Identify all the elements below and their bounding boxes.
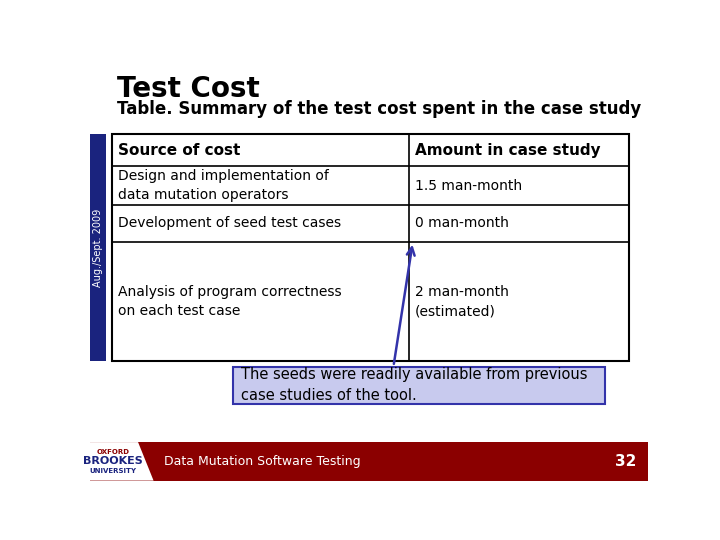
Bar xyxy=(90,442,648,481)
Text: Analysis of program correctness
on each test case: Analysis of program correctness on each … xyxy=(118,285,341,318)
Bar xyxy=(112,134,629,361)
Text: Amount in case study: Amount in case study xyxy=(415,143,600,158)
Text: Source of cost: Source of cost xyxy=(118,143,240,158)
Text: OXFORD: OXFORD xyxy=(96,449,130,455)
Bar xyxy=(90,134,106,361)
Text: Aug./Sept. 2009: Aug./Sept. 2009 xyxy=(93,208,103,287)
Polygon shape xyxy=(90,442,153,481)
Text: The seeds were readily available from previous
case studies of the tool.: The seeds were readily available from pr… xyxy=(241,367,588,403)
Text: Development of seed test cases: Development of seed test cases xyxy=(118,217,341,231)
Text: 0 man-month: 0 man-month xyxy=(415,217,509,231)
Text: 2 man-month
(estimated): 2 man-month (estimated) xyxy=(415,285,509,318)
Text: Table. Summary of the test cost spent in the case study: Table. Summary of the test cost spent in… xyxy=(117,100,642,118)
Text: Design and implementation of
data mutation operators: Design and implementation of data mutati… xyxy=(118,169,329,202)
FancyBboxPatch shape xyxy=(233,367,606,403)
Text: 1.5 man-month: 1.5 man-month xyxy=(415,179,522,193)
Text: UNIVERSITY: UNIVERSITY xyxy=(90,468,137,474)
Text: Test Cost: Test Cost xyxy=(117,75,260,103)
Text: 32: 32 xyxy=(615,454,636,469)
Text: Data Mutation Software Testing: Data Mutation Software Testing xyxy=(163,455,360,468)
Text: BROOKES: BROOKES xyxy=(84,456,143,467)
